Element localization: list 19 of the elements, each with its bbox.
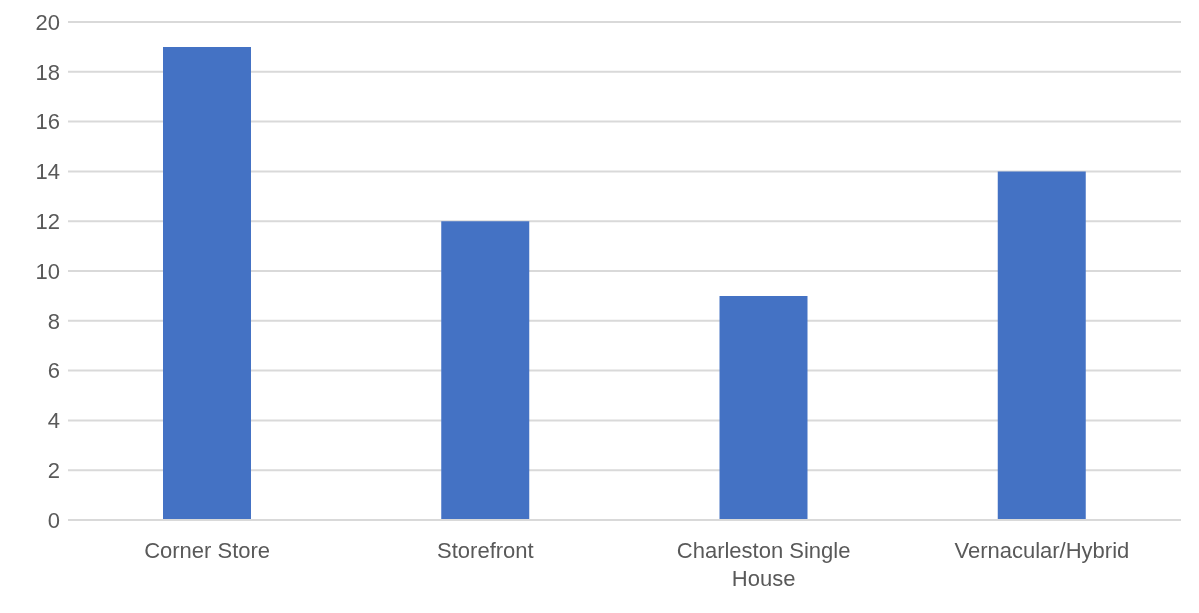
y-tick-label: 12 bbox=[35, 209, 60, 235]
bar bbox=[719, 295, 808, 520]
x-tick-label: Vernacular/Hybrid bbox=[954, 538, 1130, 563]
y-tick-label: 10 bbox=[35, 258, 60, 284]
y-tick-label: 6 bbox=[47, 358, 60, 384]
y-tick-label: 2 bbox=[47, 458, 60, 484]
x-tick-label: Storefront bbox=[437, 538, 534, 563]
y-tick-label: 20 bbox=[35, 9, 60, 35]
y-tick-label: 8 bbox=[47, 308, 60, 334]
y-tick-label: 16 bbox=[35, 109, 60, 135]
x-tick-label: Corner Store bbox=[144, 538, 271, 563]
y-tick-label: 14 bbox=[35, 159, 60, 185]
bar bbox=[997, 171, 1086, 520]
y-tick-label: 0 bbox=[47, 507, 60, 533]
bar bbox=[441, 221, 530, 520]
bar bbox=[163, 46, 251, 520]
y-tick-label: 18 bbox=[35, 59, 60, 85]
y-tick-label: 4 bbox=[47, 408, 60, 434]
x-tick-label: Charleston Single House bbox=[676, 538, 851, 591]
